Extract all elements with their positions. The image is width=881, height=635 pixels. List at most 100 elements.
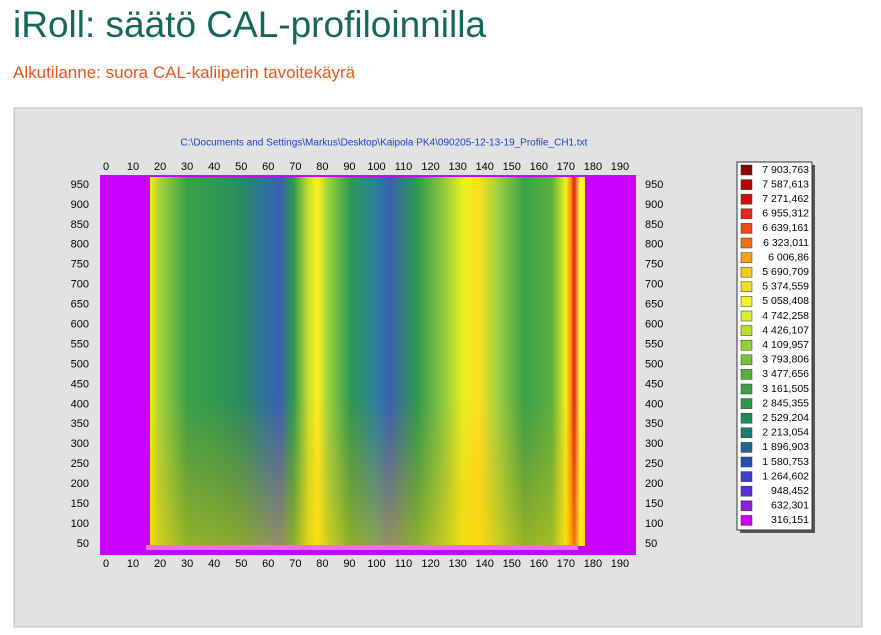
legend-swatch	[740, 485, 753, 497]
x-tick-label-bottom: 130	[448, 558, 466, 570]
x-tick-label-top: 170	[557, 161, 575, 173]
x-tick-label-top: 160	[530, 161, 548, 173]
legend-label: 2 529,204	[762, 412, 809, 424]
x-tick-label-top: 150	[503, 161, 521, 173]
x-tick-label-top: 30	[181, 161, 193, 173]
x-tick-label-bottom: 110	[395, 558, 413, 570]
x-tick-label-top: 180	[584, 161, 602, 173]
legend-label: 3 477,656	[762, 368, 809, 380]
legend-swatch	[740, 442, 753, 453]
y-tick-label-right: 650	[645, 299, 663, 311]
legend-swatch	[740, 427, 753, 439]
y-tick-label-right: 700	[645, 279, 663, 291]
x-tick-label-bottom: 190	[611, 558, 629, 570]
y-tick-label-right: 800	[645, 239, 663, 251]
legend-swatch	[740, 398, 753, 409]
y-tick-label-left: 700	[71, 279, 89, 291]
legend-swatch	[740, 252, 753, 263]
x-tick-label-bottom: 170	[557, 558, 575, 570]
x-tick-label-bottom: 20	[154, 558, 166, 570]
x-tick-label-bottom: 70	[289, 558, 301, 570]
x-tick-label-bottom: 60	[262, 558, 274, 570]
legend-label: 1 896,903	[762, 441, 809, 453]
x-tick-label-bottom: 50	[235, 558, 247, 570]
y-tick-label-left: 800	[71, 239, 89, 251]
legend-label: 7 903,763	[762, 164, 809, 176]
x-tick-label-bottom: 80	[316, 558, 328, 570]
y-tick-label-left: 250	[71, 458, 89, 470]
x-tick-label-bottom: 150	[503, 558, 521, 570]
legend-swatch	[740, 383, 753, 395]
legend-swatch	[740, 237, 753, 249]
legend-label: 7 271,462	[762, 193, 809, 205]
y-tick-label-right: 350	[645, 418, 663, 430]
y-tick-label-right: 600	[645, 319, 663, 331]
legend-swatch	[740, 266, 753, 278]
y-tick-label-left: 500	[71, 358, 89, 370]
x-tick-label-bottom: 30	[181, 558, 193, 570]
legend-label: 6 639,161	[762, 222, 809, 234]
x-tick-label-top: 50	[235, 161, 247, 173]
x-tick-label-top: 190	[611, 161, 629, 173]
legend-swatch	[740, 325, 753, 336]
x-tick-label-bottom: 120	[421, 558, 439, 570]
legend-label: 3 793,806	[762, 354, 809, 366]
y-tick-label-left: 450	[71, 378, 89, 390]
x-tick-label-top: 100	[367, 161, 385, 173]
legend-label: 6 955,312	[762, 208, 809, 220]
x-tick-label-bottom: 40	[208, 558, 220, 570]
legend-label: 4 742,258	[762, 310, 809, 322]
y-tick-label-left: 300	[71, 438, 89, 450]
x-tick-label-bottom: 160	[530, 558, 548, 570]
x-tick-label-top: 90	[343, 161, 355, 173]
legend-swatch	[740, 369, 753, 380]
y-tick-label-left: 200	[71, 478, 89, 490]
legend-label: 4 109,957	[762, 339, 809, 351]
legend-swatch	[740, 354, 753, 366]
x-tick-label-bottom: 10	[127, 558, 139, 570]
y-tick-label-left: 650	[71, 299, 89, 311]
legend-swatch	[740, 208, 753, 220]
y-tick-label-right: 900	[645, 199, 663, 211]
y-tick-label-right: 150	[645, 498, 663, 510]
x-tick-label-bottom: 90	[343, 558, 355, 570]
y-tick-label-left: 900	[71, 199, 89, 211]
legend-label: 1 264,602	[762, 470, 809, 482]
y-tick-label-right: 50	[645, 538, 657, 550]
y-tick-label-right: 500	[645, 358, 663, 370]
legend-swatch	[740, 179, 753, 190]
legend-swatch	[740, 223, 753, 234]
x-tick-label-top: 10	[127, 161, 139, 173]
x-tick-label-bottom: 140	[476, 558, 494, 570]
legend-label: 4 426,107	[762, 324, 809, 336]
x-tick-label-bottom: 180	[584, 558, 602, 570]
legend-swatch	[740, 515, 753, 526]
legend-label: 6 006,86	[768, 251, 809, 263]
heatmap-shade	[150, 177, 585, 546]
x-tick-label-top: 80	[316, 161, 328, 173]
legend-swatch	[740, 193, 753, 205]
y-tick-label-right: 200	[645, 478, 663, 490]
x-tick-label-top: 110	[395, 161, 413, 173]
legend-label: 632,301	[771, 500, 809, 512]
y-tick-label-right: 950	[645, 179, 663, 191]
legend-label: 5 374,559	[762, 281, 809, 293]
y-tick-label-right: 450	[645, 378, 663, 390]
y-tick-label-left: 50	[77, 538, 89, 550]
legend-label: 316,151	[771, 514, 809, 526]
slide-subtitle: Alkutilanne: suora CAL-kaliiperin tavoit…	[13, 63, 356, 82]
legend-label: 948,452	[771, 485, 809, 497]
legend-label: 3 161,505	[762, 383, 809, 395]
x-tick-label-top: 0	[103, 161, 109, 173]
legend-swatch	[740, 310, 753, 322]
legend-swatch	[740, 500, 753, 512]
heatmap-edge	[146, 545, 578, 550]
slide-title: iRoll: säätö CAL-profiloinnilla	[13, 4, 486, 45]
legend-label: 2 213,054	[762, 427, 809, 439]
x-tick-label-bottom: 0	[103, 558, 109, 570]
y-tick-label-right: 550	[645, 338, 663, 350]
y-tick-label-left: 750	[71, 259, 89, 271]
y-tick-label-right: 300	[645, 438, 663, 450]
